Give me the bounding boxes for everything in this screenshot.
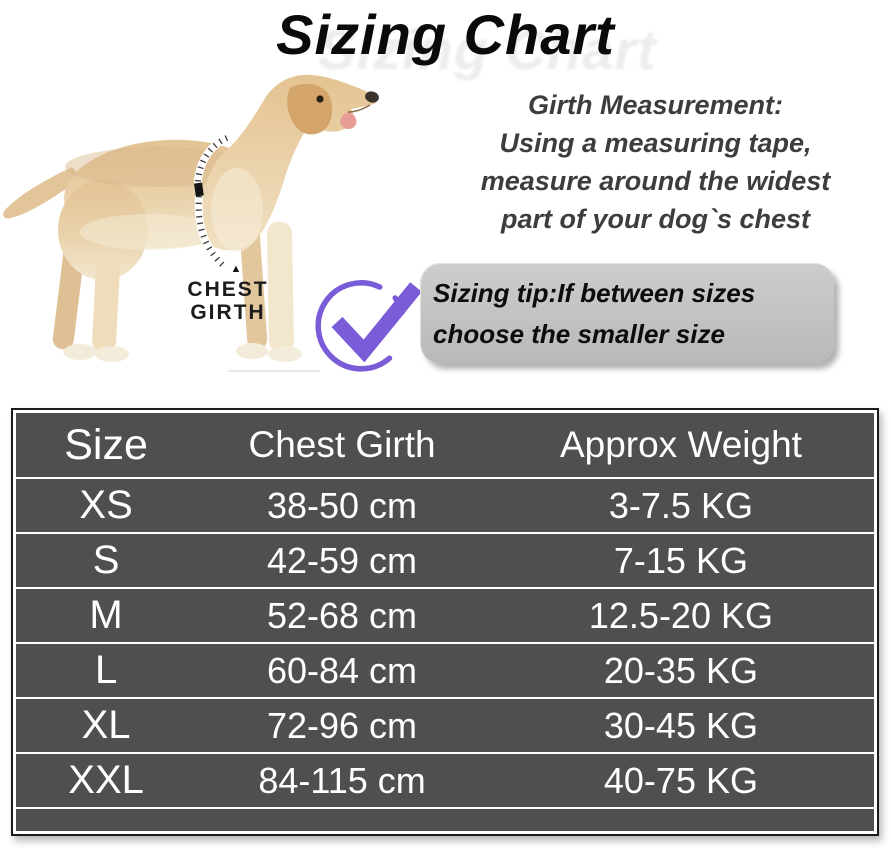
dog-belly-highlight [80, 214, 220, 250]
pointer-triangle-icon: ▲ [230, 263, 242, 275]
column-header-chest-girth: Chest Girth [248, 424, 436, 465]
size-cell: XL [81, 703, 131, 747]
weight-cell: 20-35 KG [603, 649, 758, 691]
girth-cell: 42-59 cm [266, 539, 418, 581]
ground-line [228, 370, 320, 372]
column-header-approx-weight: Approx Weight [559, 424, 802, 465]
dog-tongue [340, 112, 357, 130]
girth-cell: 84-115 cm [258, 759, 426, 801]
size-cell: S [92, 538, 120, 582]
title-area: Sizing Chart Sizing Chart [0, 0, 891, 81]
sizing-tip-box: Sizing tip:If between sizes choose the s… [420, 263, 834, 363]
dog-near-hind-leg [92, 256, 120, 352]
check-circle-icon [315, 280, 422, 372]
dog-far-front-leg [239, 226, 268, 349]
measurement-note-line: part of your dog`s chest [500, 204, 811, 234]
dog-nose [365, 91, 379, 103]
table-row: L 60-84 cm 20-35 KG [16, 642, 874, 697]
table-row: XXL 84-115 cm 40-75 KG [16, 752, 874, 807]
girth-cell: 38-50 cm [266, 484, 418, 526]
table-row: M 52-68 cm 12.5-20 KG [16, 587, 874, 642]
weight-cell: 12.5-20 KG [588, 594, 773, 636]
weight-cell: 7-15 KG [613, 539, 748, 581]
sizing-tip-line1: Sizing tip:If between sizes [433, 278, 756, 308]
girth-cell: 52-68 cm [266, 594, 418, 636]
page-title: Sizing Chart [276, 3, 615, 66]
sizing-tip-line2: choose the smaller size [433, 319, 725, 349]
size-table: Size Chest Girth Approx Weight XS 38-50 … [11, 408, 879, 836]
dog-tail [3, 167, 82, 219]
table-row: XL 72-96 cm 30-45 KG [16, 697, 874, 752]
size-cell: L [94, 648, 118, 692]
girth-cell: 72-96 cm [266, 704, 418, 746]
size-cell: M [89, 593, 123, 637]
measurement-note-line: measure around the widest [480, 166, 831, 196]
measurement-note: Girth Measurement: Using a measuring tap… [428, 86, 883, 238]
measurement-note-line: Using a measuring tape, [499, 128, 812, 158]
dog-chest-highlight [211, 168, 263, 252]
measuring-tape-icon [194, 134, 229, 272]
weight-cell: 3-7.5 KG [608, 484, 753, 526]
size-cell: XS [79, 483, 133, 527]
table-row: XS 38-50 cm 3-7.5 KG [16, 477, 874, 532]
weight-cell: 40-75 KG [603, 759, 758, 801]
dog-illustration [3, 74, 379, 362]
table-header-row: Size Chest Girth Approx Weight [16, 413, 874, 477]
chest-girth-label-line1: CHEST [187, 278, 269, 301]
measurement-note-heading: Girth Measurement: [527, 90, 784, 120]
column-header-size: Size [64, 420, 148, 469]
dog-feet [63, 343, 302, 362]
dog-mouth-line [347, 104, 371, 113]
chest-girth-label-line2: GIRTH [190, 301, 266, 324]
page-title-ghost: Sizing Chart [318, 18, 657, 81]
size-table-inner: Size Chest Girth Approx Weight XS 38-50 … [16, 413, 874, 831]
dog-eye [316, 95, 324, 103]
girth-cell: 60-84 cm [266, 649, 418, 691]
table-footer-strip [16, 807, 874, 831]
table-row: S 42-59 cm 7-15 KG [16, 532, 874, 587]
weight-cell: 30-45 KG [603, 704, 758, 746]
size-cell: XXL [68, 758, 144, 802]
dog-near-front-leg [267, 221, 294, 353]
chest-girth-label: CHEST GIRTH [170, 278, 286, 324]
